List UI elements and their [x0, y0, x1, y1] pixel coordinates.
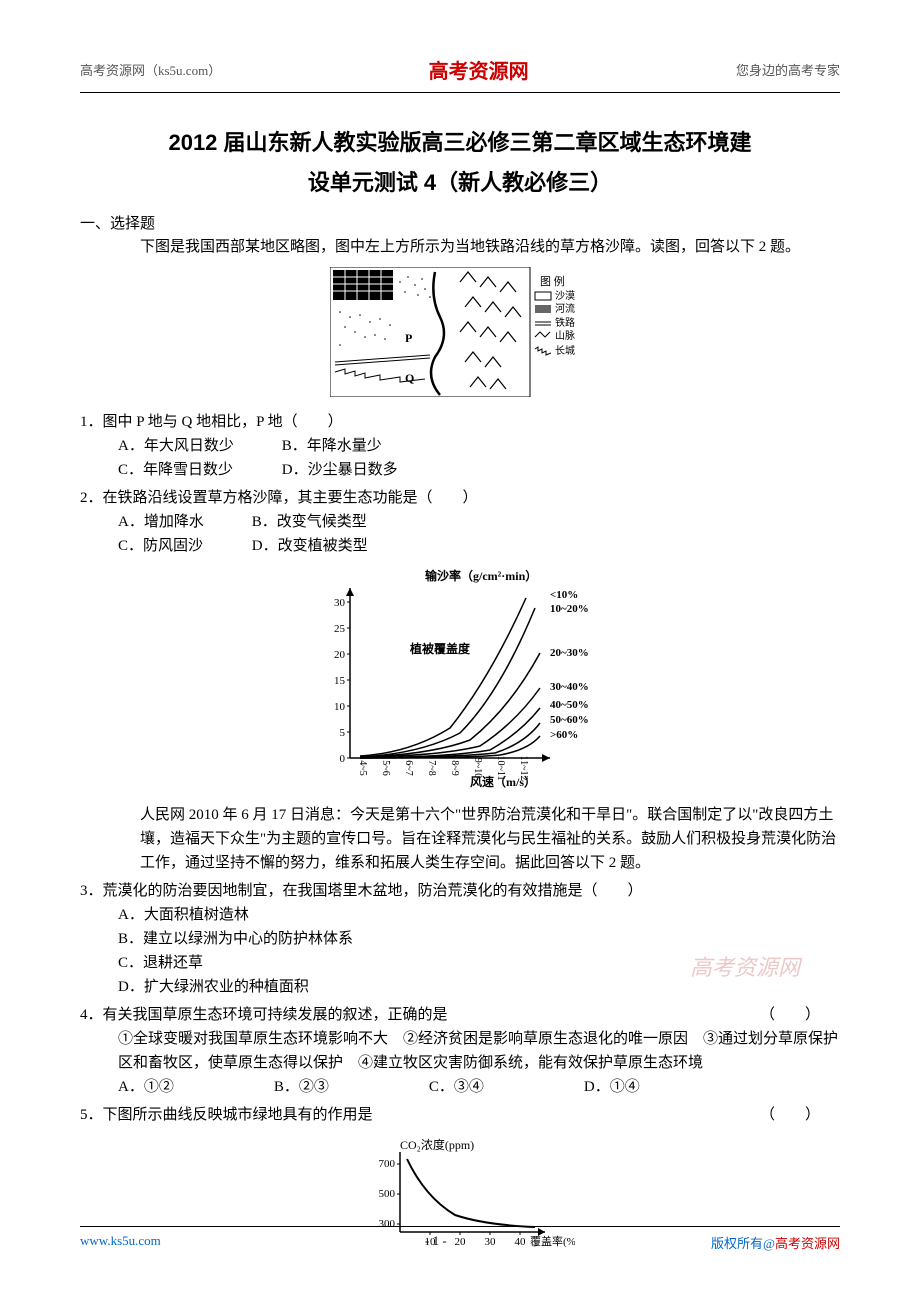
q1-opt-d: D．沙尘暴日数多: [282, 458, 398, 482]
svg-text:10~20%: 10~20%: [550, 603, 589, 615]
question-5: 5．下图所示曲线反映城市绿地具有的作用是 （ ）: [80, 1103, 840, 1127]
svg-text:10: 10: [334, 701, 346, 713]
svg-text:20~30%: 20~30%: [550, 647, 589, 659]
header-left: 高考资源网（ks5u.com）: [80, 60, 221, 79]
svg-text:50~60%: 50~60%: [550, 714, 589, 726]
svg-text:5: 5: [340, 727, 346, 739]
footer-copyright: 版权所有@高考资源网: [711, 1233, 840, 1252]
svg-text:0: 0: [340, 753, 346, 765]
svg-text:700: 700: [379, 1158, 396, 1170]
footer-prefix: 版权所有@: [711, 1236, 775, 1251]
svg-text:河流: 河流: [555, 302, 575, 315]
q1-opt-a: A．年大风日数少: [118, 434, 278, 458]
passage-2: 人民网 2010 年 6 月 17 日消息：今天是第十六个"世界防治荒漠化和干旱…: [140, 803, 840, 875]
q2-opt-c: C．防风固沙: [118, 534, 248, 558]
legend-title: 图 例: [540, 274, 565, 288]
q4-opt-b: B．②③: [274, 1075, 329, 1099]
q1-opt-b: B．年降水量少: [282, 434, 382, 458]
svg-text:5~6: 5~6: [380, 760, 391, 775]
svg-text:Q: Q: [405, 371, 414, 385]
header-center: 高考资源网: [429, 55, 529, 84]
page-footer: www.ks5u.com - 1 - 版权所有@高考资源网: [80, 1226, 840, 1252]
svg-text:4~5: 4~5: [357, 760, 368, 775]
svg-text:500: 500: [379, 1188, 396, 1200]
footer-company: 高考资源网: [775, 1236, 840, 1251]
q4-stem: 4．有关我国草原生态环境可持续发展的叙述，正确的是: [80, 1007, 448, 1023]
q4-opt-d: D．①④: [584, 1075, 640, 1099]
svg-text:8~9: 8~9: [449, 760, 460, 775]
q2-opt-a: A．增加降水: [118, 510, 248, 534]
page-header: 高考资源网（ks5u.com） 高考资源网 您身边的高考专家: [80, 0, 840, 93]
q4-opt-a: A．①②: [118, 1075, 174, 1099]
q4-blank: （ ）: [760, 1003, 820, 1027]
chart1-xlabel: 风速（m/s）: [470, 774, 536, 788]
svg-text:30: 30: [334, 597, 346, 609]
intro-1: 下图是我国西部某地区略图，图中左上方所示为当地铁路沿线的草方格沙障。读图，回答以…: [140, 235, 840, 259]
svg-text:25: 25: [334, 623, 346, 635]
q1-opt-c: C．年降雪日数少: [118, 458, 278, 482]
q2-opt-b: B．改变气候类型: [252, 510, 367, 534]
svg-text:20: 20: [334, 649, 346, 661]
svg-text:铁路: 铁路: [555, 316, 575, 329]
chart2-ylabel: CO₂浓度(ppm): [400, 1137, 474, 1152]
svg-text:15: 15: [334, 675, 346, 687]
q2-stem: 2．在铁路沿线设置草方格沙障，其主要生态功能是（ ）: [80, 486, 840, 510]
title-line-2: 设单元测试 4（新人教必修三）: [80, 163, 840, 203]
q1-stem: 1．图中 P 地与 Q 地相比，P 地（ ）: [80, 410, 840, 434]
q5-stem: 5．下图所示曲线反映城市绿地具有的作用是: [80, 1107, 373, 1123]
svg-text:山脉: 山脉: [555, 329, 575, 342]
footer-url: www.ks5u.com: [80, 1233, 161, 1252]
watermark: 高考资源网: [690, 950, 800, 982]
header-right: 您身边的高考专家: [736, 60, 840, 79]
chart-1: 输沙率（g/cm²·min） 0 5 10 15 20 25 30 4~5 5~…: [80, 568, 840, 793]
question-1: 1．图中 P 地与 Q 地相比，P 地（ ） A．年大风日数少 B．年降水量少 …: [80, 410, 840, 482]
q3-opt-b: B．建立以绿洲为中心的防护林体系: [118, 927, 840, 951]
section-1-title: 一、选择题: [80, 212, 840, 233]
svg-text:30~40%: 30~40%: [550, 681, 589, 693]
svg-text:长城: 长城: [555, 345, 575, 357]
chart1-ylabel: 输沙率（g/cm²·min）: [425, 568, 537, 583]
title-line-1: 2012 届山东新人教实验版高三必修三第二章区域生态环境建: [80, 123, 840, 163]
svg-text:40~50%: 40~50%: [550, 699, 589, 711]
footer-page-num: - 1 -: [425, 1233, 447, 1252]
question-2: 2．在铁路沿线设置草方格沙障，其主要生态功能是（ ） A．增加降水 B．改变气候…: [80, 486, 840, 558]
q2-opt-d: D．改变植被类型: [252, 534, 368, 558]
q4-opt-c: C．③④: [429, 1075, 484, 1099]
q3-stem: 3．荒漠化的防治要因地制宜，在我国塔里木盆地，防治荒漠化的有效措施是（ ）: [80, 879, 840, 903]
map-figure: P Q 图 例 沙漠 河流 铁路: [80, 267, 840, 402]
q5-blank: （ ）: [760, 1103, 820, 1127]
svg-text:6~7: 6~7: [403, 760, 414, 775]
chart1-centerlabel: 植被覆盖度: [409, 641, 471, 656]
question-4: 4．有关我国草原生态环境可持续发展的叙述，正确的是 （ ） ①全球变暖对我国草原…: [80, 1003, 840, 1099]
svg-text:>60%: >60%: [550, 729, 578, 741]
svg-text:<10%: <10%: [550, 589, 578, 601]
q4-statements: ①全球变暖对我国草原生态环境影响不大 ②经济贫困是影响草原生态退化的唯一原因 ③…: [118, 1027, 840, 1075]
svg-text:P: P: [405, 331, 412, 345]
svg-text:7~8: 7~8: [426, 760, 437, 775]
document-title: 2012 届山东新人教实验版高三必修三第二章区域生态环境建 设单元测试 4（新人…: [80, 123, 840, 202]
svg-text:沙漠: 沙漠: [555, 290, 575, 302]
main-content: 2012 届山东新人教实验版高三必修三第二章区域生态环境建 设单元测试 4（新人…: [0, 93, 920, 1252]
q3-opt-a: A．大面积植树造林: [118, 903, 840, 927]
